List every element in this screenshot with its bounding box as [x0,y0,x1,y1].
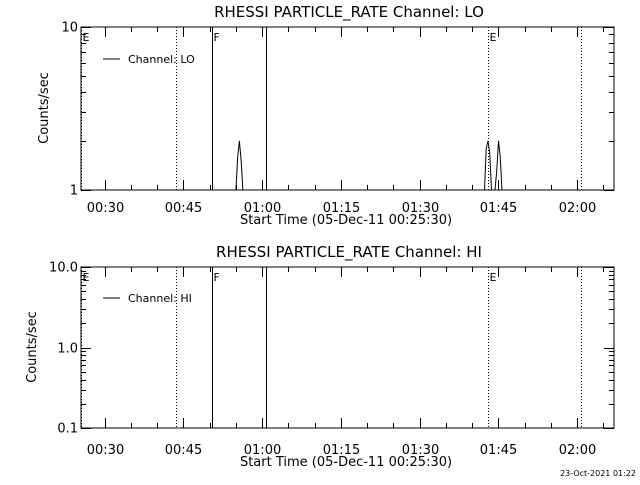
y-tick-label: 1.0 [57,342,78,357]
plot-frame [80,266,615,429]
marker-label: E [83,31,90,44]
chart-title: RHESSI PARTICLE_RATE Channel: LO [214,3,484,22]
x-tick-label: 00:30 [87,443,124,458]
y-axis-label: Counts/sec [37,72,52,144]
x-tick-label: 01:00 [244,443,281,458]
x-tick-label: 02:00 [559,201,596,216]
chart-title: RHESSI PARTICLE_RATE Channel: HI [216,243,482,262]
x-tick-label: 01:30 [402,201,439,216]
panel-lo: RHESSI PARTICLE_RATE Channel: LO E F E 1 10… [37,3,615,228]
legend-label: Channel: LO [128,53,195,66]
legend: Channel: LO [103,53,195,66]
generation-timestamp: 23-Oct-2021 01:22 [560,469,636,478]
marker-label: E [83,271,90,284]
marker-label: E [490,271,497,284]
x-tick-label: 01:45 [480,443,517,458]
x-axis-ticks: 00:30 00:45 01:00 01:15 01:30 01:45 02:00 [87,267,604,458]
marker-label: F [214,271,220,284]
x-tick-label: 01:30 [402,443,439,458]
x-axis-label: Start Time (05-Dec-11 00:25:30) [240,455,452,470]
x-axis-label: Start Time (05-Dec-11 00:25:30) [240,213,452,228]
legend-label: Channel: HI [128,292,192,305]
y-tick-label: 10.0 [49,261,78,276]
legend: Channel: HI [103,292,192,305]
marker-label: E [490,31,497,44]
x-axis-ticks: 00:30 00:45 01:00 01:15 01:30 01:45 02:00 [87,27,604,216]
x-tick-label: 01:15 [323,443,360,458]
y-axis-ticks: 1 10 [61,21,614,199]
y-axis-label: Counts/sec [25,311,40,383]
y-tick-label: 10 [61,21,78,36]
x-tick-label: 01:00 [244,201,281,216]
x-tick-label: 01:15 [323,201,360,216]
y-axis-ticks: 10.0 1.0 0.1 [49,261,614,437]
series-line-lo [235,140,504,191]
y-tick-label: 0.1 [57,422,78,437]
x-tick-label: 00:45 [165,201,202,216]
x-tick-label: 00:45 [165,443,202,458]
x-tick-label: 00:30 [87,201,124,216]
x-tick-label: 01:45 [480,201,517,216]
panel-hi: RHESSI PARTICLE_RATE Channel: HI E F E 10.… [25,243,615,470]
x-tick-label: 02:00 [559,443,596,458]
plot-frame [80,26,615,191]
marker-label: F [214,31,220,44]
y-tick-label: 1 [70,184,78,199]
